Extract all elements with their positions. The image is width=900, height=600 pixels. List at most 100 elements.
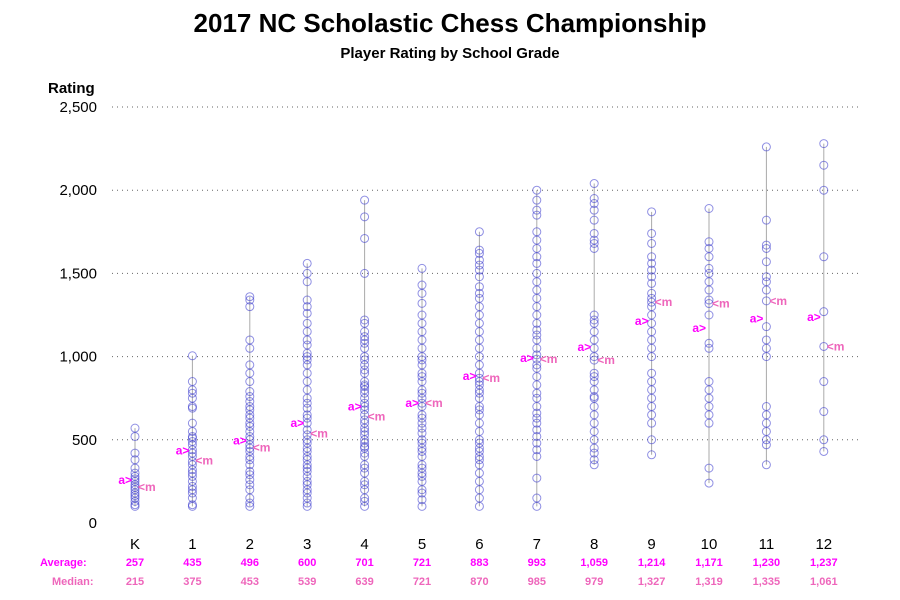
data-point	[532, 335, 542, 345]
data-point	[647, 293, 657, 303]
data-point	[819, 160, 829, 170]
data-point	[360, 332, 370, 342]
data-point	[761, 335, 771, 345]
y-tick-label: 2,500	[59, 99, 97, 116]
data-point	[704, 338, 714, 348]
average-marker: a>	[635, 314, 649, 328]
average-value: 883	[470, 557, 488, 569]
data-point	[761, 460, 771, 470]
data-point	[474, 438, 484, 448]
data-point	[532, 445, 542, 455]
y-tick-label: 1,000	[59, 349, 97, 366]
data-point	[417, 413, 427, 423]
data-point	[302, 398, 312, 408]
data-point	[532, 258, 542, 268]
data-point	[704, 243, 714, 253]
data-point	[761, 277, 771, 287]
data-point	[474, 405, 484, 415]
data-point	[474, 245, 484, 255]
data-point	[417, 310, 427, 320]
data-point	[704, 237, 714, 247]
data-point	[302, 308, 312, 318]
x-tick-label: 7	[533, 536, 541, 553]
data-point	[417, 435, 427, 445]
data-point	[360, 463, 370, 473]
median-marker: <m	[769, 294, 787, 308]
data-point	[532, 330, 542, 340]
data-point	[819, 185, 829, 195]
data-point	[704, 463, 714, 473]
data-point	[589, 228, 599, 238]
data-point	[704, 478, 714, 488]
data-point	[360, 355, 370, 365]
y-tick-label: 2,000	[59, 182, 97, 199]
data-point	[245, 402, 255, 412]
average-value: 496	[241, 557, 259, 569]
data-point	[474, 282, 484, 292]
median-marker: <m	[655, 295, 673, 309]
median-marker: <m	[425, 396, 443, 410]
average-marker: a>	[348, 399, 362, 413]
median-marker: <m	[712, 297, 730, 311]
data-point	[704, 310, 714, 320]
average-value: 1,171	[695, 557, 723, 569]
data-point	[647, 288, 657, 298]
x-tick-label: K	[130, 536, 140, 553]
data-point	[761, 142, 771, 152]
data-point	[761, 296, 771, 306]
data-point	[360, 233, 370, 243]
data-point	[761, 257, 771, 267]
data-point	[302, 403, 312, 413]
median-marker: <m	[310, 426, 328, 440]
data-point	[302, 413, 312, 423]
average-marker: a>	[463, 369, 477, 383]
data-point	[474, 272, 484, 282]
data-point	[302, 498, 312, 508]
data-point	[360, 338, 370, 348]
data-point	[417, 488, 427, 498]
data-point	[532, 438, 542, 448]
average-value: 1,230	[753, 557, 781, 569]
data-point	[130, 468, 140, 478]
data-point	[360, 480, 370, 490]
data-point	[187, 418, 197, 428]
data-point	[589, 215, 599, 225]
data-point	[302, 318, 312, 328]
data-point	[474, 227, 484, 237]
data-point	[417, 428, 427, 438]
median-value: 721	[413, 576, 431, 588]
y-axis-label: Rating	[48, 80, 95, 97]
average-marker: a>	[520, 351, 534, 365]
data-point	[761, 215, 771, 225]
x-tick-label: 11	[759, 536, 775, 553]
data-point	[187, 377, 197, 387]
data-point	[532, 408, 542, 418]
data-point	[360, 405, 370, 415]
data-point	[474, 265, 484, 275]
data-point	[302, 352, 312, 362]
median-value: 539	[298, 576, 316, 588]
average-marker: a>	[692, 321, 706, 335]
data-point	[589, 460, 599, 470]
y-tick-label: 1,500	[59, 265, 97, 282]
median-value: 979	[585, 576, 603, 588]
median-value: 639	[355, 576, 373, 588]
data-point	[532, 354, 542, 364]
data-point	[532, 393, 542, 403]
data-point	[187, 351, 197, 361]
data-point	[417, 388, 427, 398]
data-point	[245, 498, 255, 508]
data-point	[532, 227, 542, 237]
data-point	[819, 377, 829, 387]
data-point	[761, 402, 771, 412]
data-point	[532, 195, 542, 205]
data-point	[417, 438, 427, 448]
average-value: 600	[298, 557, 316, 569]
data-point	[474, 288, 484, 298]
data-point	[532, 210, 542, 220]
data-point	[245, 431, 255, 441]
average-value: 1,059	[580, 557, 608, 569]
average-marker: a>	[233, 433, 247, 447]
data-point	[647, 435, 657, 445]
